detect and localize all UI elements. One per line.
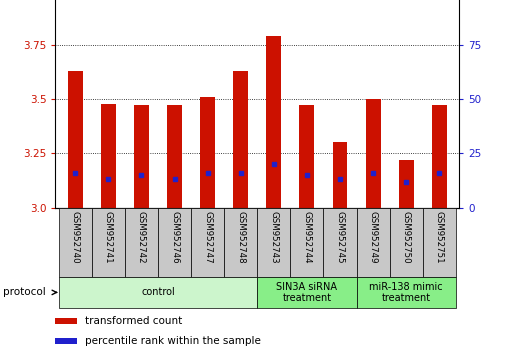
Bar — [68, 71, 83, 208]
Bar — [257, 277, 357, 308]
Bar — [167, 105, 182, 208]
Text: GSM952744: GSM952744 — [302, 211, 311, 263]
Bar — [332, 143, 347, 208]
Bar — [357, 208, 390, 277]
Bar — [191, 208, 224, 277]
Bar — [390, 208, 423, 277]
Text: SIN3A siRNA
treatment: SIN3A siRNA treatment — [277, 281, 338, 303]
Bar — [55, 318, 77, 324]
Bar — [300, 105, 314, 208]
Text: control: control — [141, 287, 175, 297]
Bar — [92, 208, 125, 277]
Text: GSM952751: GSM952751 — [435, 211, 444, 263]
Text: GSM952748: GSM952748 — [236, 211, 245, 263]
Bar — [101, 104, 116, 208]
Bar — [290, 208, 324, 277]
Text: GSM952742: GSM952742 — [137, 211, 146, 263]
Bar — [366, 99, 381, 208]
Bar — [134, 105, 149, 208]
Text: miR-138 mimic
treatment: miR-138 mimic treatment — [369, 281, 443, 303]
Bar — [125, 208, 158, 277]
Text: GSM952741: GSM952741 — [104, 211, 113, 263]
Bar — [432, 105, 447, 208]
Text: GSM952746: GSM952746 — [170, 211, 179, 263]
Bar — [55, 338, 77, 344]
Text: transformed count: transformed count — [85, 316, 183, 326]
Text: protocol: protocol — [3, 287, 45, 297]
Bar — [200, 97, 215, 208]
Bar — [423, 208, 456, 277]
Text: GSM952747: GSM952747 — [203, 211, 212, 263]
Bar — [224, 208, 257, 277]
Bar — [266, 36, 281, 208]
Text: GSM952740: GSM952740 — [71, 211, 80, 263]
Text: GSM952745: GSM952745 — [336, 211, 345, 263]
Text: GSM952750: GSM952750 — [402, 211, 411, 263]
Bar — [399, 160, 413, 208]
Bar — [324, 208, 357, 277]
Bar — [58, 208, 92, 277]
Bar — [357, 277, 456, 308]
Bar — [58, 277, 257, 308]
Bar — [257, 208, 290, 277]
Text: percentile rank within the sample: percentile rank within the sample — [85, 336, 261, 346]
Text: GSM952749: GSM952749 — [369, 211, 378, 263]
Text: GSM952743: GSM952743 — [269, 211, 279, 263]
Bar — [158, 208, 191, 277]
Bar — [233, 71, 248, 208]
